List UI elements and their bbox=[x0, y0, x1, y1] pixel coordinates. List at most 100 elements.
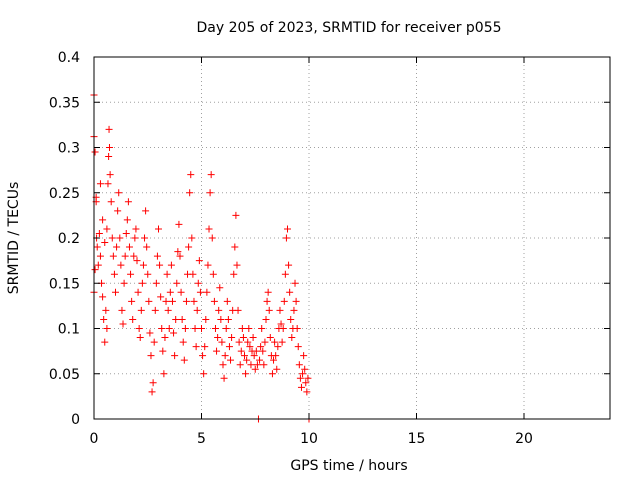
data-point bbox=[247, 361, 255, 369]
x-tick-label: 5 bbox=[197, 431, 206, 447]
data-point bbox=[105, 153, 113, 161]
data-point bbox=[141, 234, 149, 242]
data-point bbox=[204, 261, 212, 269]
data-point bbox=[153, 252, 161, 260]
x-tick-label: 0 bbox=[90, 431, 99, 447]
data-point bbox=[137, 306, 145, 314]
data-point bbox=[180, 356, 188, 364]
y-tick-labels: 0 0.05 0.1 0.15 0.2 0.25 0.3 0.35 0.4 bbox=[49, 50, 80, 428]
x-axis-label: GPS time / hours bbox=[290, 458, 407, 474]
data-point bbox=[161, 334, 169, 342]
data-point bbox=[133, 257, 141, 265]
data-point bbox=[262, 315, 270, 323]
data-point bbox=[159, 347, 167, 355]
data-point bbox=[113, 243, 121, 251]
data-point bbox=[163, 270, 171, 278]
data-point bbox=[215, 306, 223, 314]
data-point bbox=[224, 315, 232, 323]
data-point bbox=[280, 297, 288, 305]
y-tick-label: 0 bbox=[71, 412, 80, 428]
data-point bbox=[291, 279, 299, 287]
data-point bbox=[294, 343, 302, 351]
data-point bbox=[222, 325, 230, 332]
y-axis-label: SRMTID / TECUs bbox=[6, 182, 22, 295]
data-point bbox=[99, 216, 107, 224]
data-point bbox=[134, 288, 142, 296]
data-point bbox=[201, 343, 209, 351]
data-point bbox=[199, 352, 207, 360]
data-point bbox=[131, 234, 139, 242]
data-point bbox=[122, 229, 130, 237]
data-point bbox=[303, 388, 311, 396]
data-point bbox=[230, 270, 238, 278]
data-point bbox=[258, 325, 266, 332]
data-point bbox=[290, 306, 298, 314]
data-point bbox=[221, 352, 229, 360]
data-point bbox=[176, 252, 184, 260]
data-point bbox=[232, 211, 240, 219]
data-point bbox=[195, 257, 203, 265]
data-point bbox=[171, 352, 179, 360]
data-point bbox=[253, 361, 261, 369]
data-point bbox=[101, 239, 109, 247]
data-point bbox=[203, 288, 211, 296]
data-point bbox=[181, 325, 189, 332]
data-point bbox=[259, 347, 267, 355]
data-point bbox=[284, 225, 291, 233]
y-tick-label: 0.4 bbox=[58, 50, 80, 66]
grid-lines bbox=[94, 57, 610, 419]
data-point bbox=[104, 180, 112, 188]
data-point bbox=[246, 343, 254, 351]
data-point bbox=[256, 356, 264, 364]
data-point bbox=[270, 356, 278, 364]
data-point bbox=[268, 370, 276, 378]
data-point bbox=[209, 270, 217, 278]
data-point bbox=[99, 293, 107, 301]
data-point bbox=[281, 270, 289, 278]
x-tick-label: 15 bbox=[408, 431, 426, 447]
x-tick-label: 10 bbox=[300, 431, 318, 447]
data-point bbox=[278, 338, 286, 346]
data-point bbox=[158, 325, 166, 332]
data-point bbox=[108, 234, 116, 242]
data-point bbox=[145, 297, 153, 305]
plot-frame bbox=[93, 56, 611, 420]
data-point bbox=[263, 297, 271, 305]
data-point bbox=[218, 338, 226, 346]
data-point bbox=[91, 148, 99, 156]
data-point bbox=[244, 338, 252, 346]
data-point bbox=[121, 252, 129, 260]
data-point bbox=[252, 347, 260, 355]
data-point bbox=[96, 252, 104, 260]
data-point bbox=[94, 261, 102, 269]
data-point bbox=[198, 325, 205, 332]
data-point bbox=[282, 234, 290, 242]
data-point bbox=[164, 306, 172, 314]
data-point bbox=[287, 315, 295, 323]
data-point bbox=[130, 252, 138, 260]
data-point bbox=[296, 374, 304, 382]
data-point bbox=[146, 329, 154, 337]
data-point bbox=[295, 361, 303, 369]
data-point bbox=[202, 315, 210, 323]
data-point bbox=[216, 284, 224, 292]
data-point bbox=[261, 338, 269, 346]
data-point bbox=[242, 370, 250, 378]
data-point bbox=[147, 352, 155, 360]
data-point bbox=[207, 171, 215, 179]
data-point bbox=[102, 306, 110, 314]
y-tick-label: 0.15 bbox=[49, 276, 80, 292]
data-point bbox=[200, 370, 208, 378]
data-point bbox=[266, 334, 274, 342]
data-point bbox=[186, 189, 194, 197]
data-point bbox=[302, 379, 310, 387]
data-point bbox=[208, 234, 216, 242]
data-point bbox=[213, 347, 221, 355]
data-point bbox=[129, 315, 137, 323]
data-point bbox=[219, 361, 227, 369]
x-tick-label: 20 bbox=[515, 431, 533, 447]
data-point bbox=[174, 248, 182, 256]
data-point bbox=[193, 306, 201, 314]
data-point bbox=[132, 225, 140, 233]
data-point bbox=[286, 288, 294, 296]
